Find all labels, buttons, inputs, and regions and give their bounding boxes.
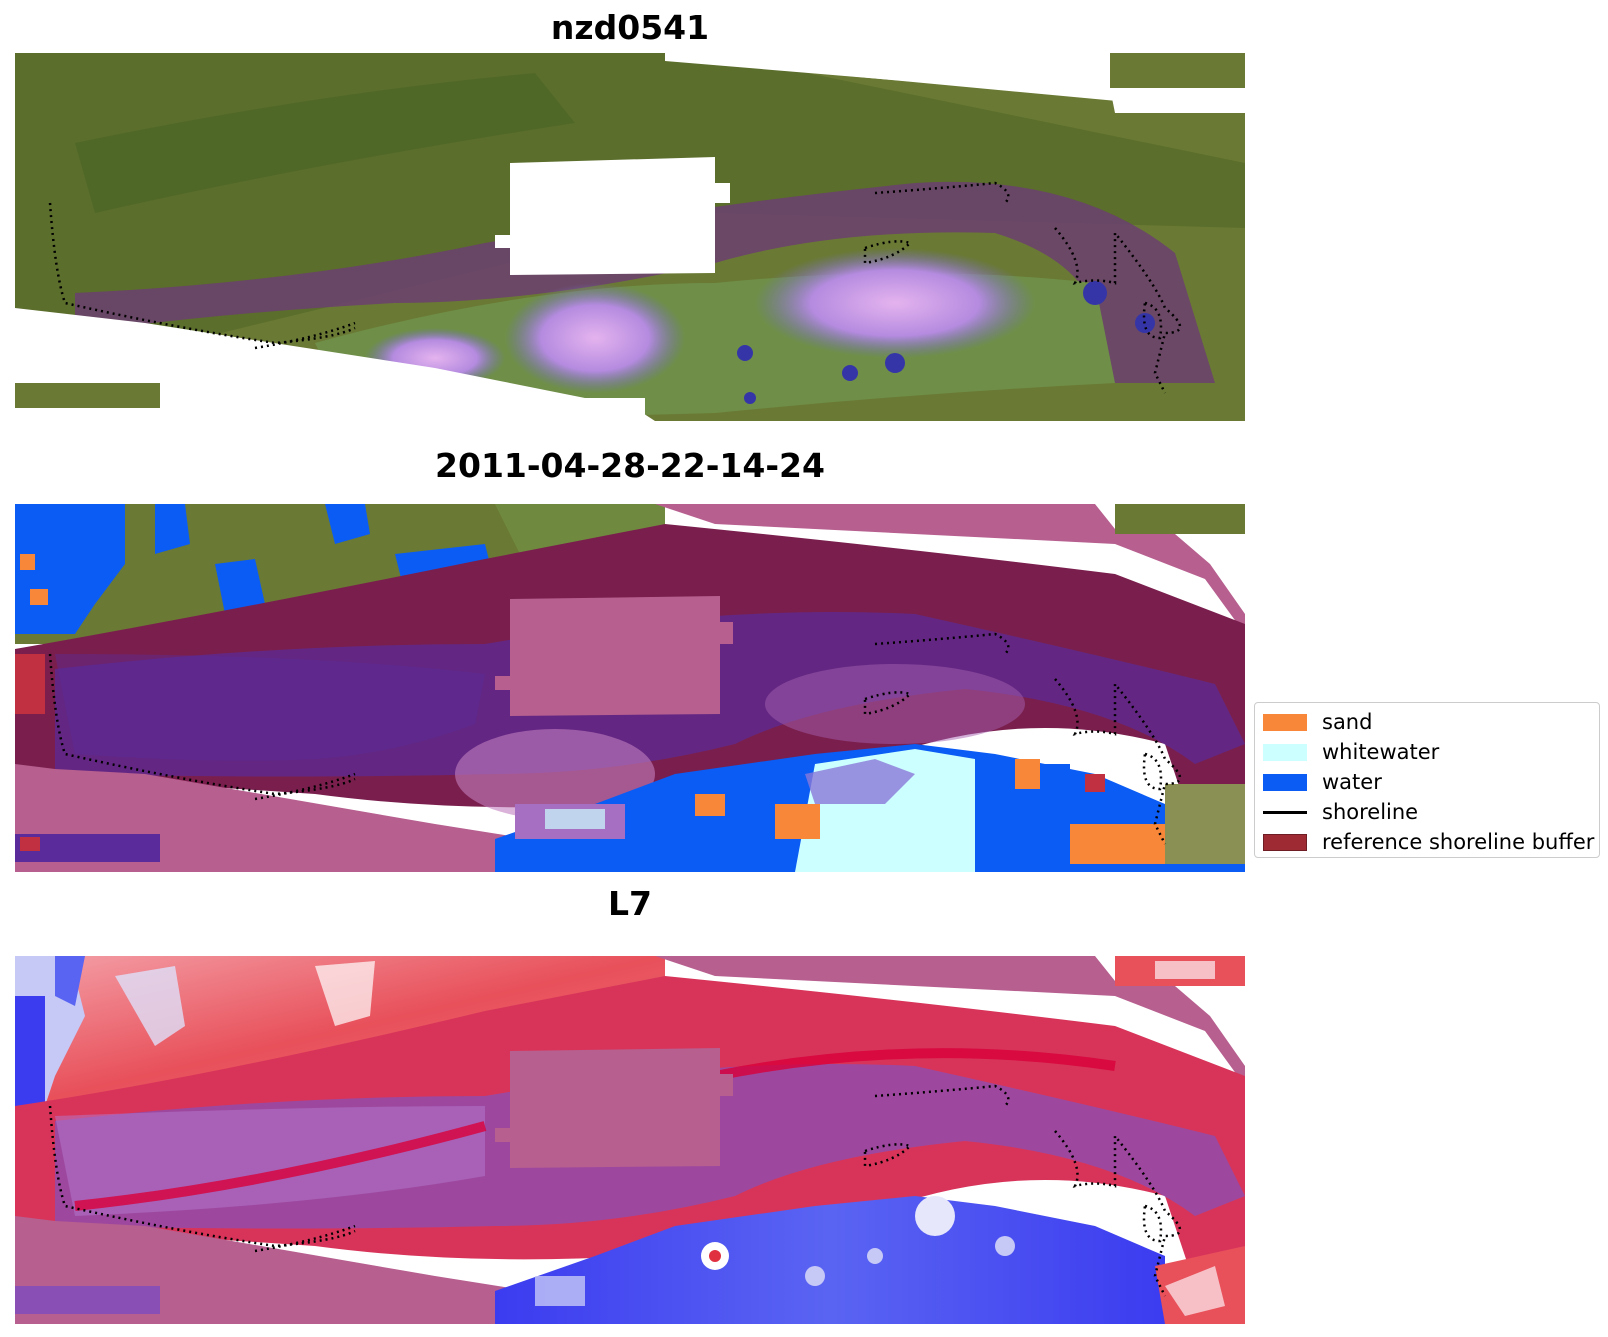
legend-line-shoreline [1263,810,1307,814]
legend-item-water: water [1255,767,1599,797]
legend-label-reference-buffer: reference shoreline buffer [1322,830,1595,854]
panel-title-classification: 2011-04-28-22-14-24 [435,446,825,485]
panel-title-satellite: L7 [608,884,652,923]
classification-image [15,504,1245,872]
legend-swatch-reference-buffer [1263,833,1307,851]
index-panel [15,956,1245,1324]
classification-panel [15,504,1245,872]
legend-label-shoreline: shoreline [1322,800,1419,824]
panel-title-rgb: nzd0541 [550,8,710,47]
classification-legend: sand whitewater water shoreline referenc… [1254,702,1600,858]
legend-item-reference-buffer: reference shoreline buffer [1255,827,1599,857]
legend-item-whitewater: whitewater [1255,737,1599,767]
legend-swatch-water [1263,773,1307,791]
legend-item-shoreline: shoreline [1255,797,1599,827]
legend-swatch-whitewater [1263,743,1307,761]
water-index-image [15,956,1245,1324]
legend-item-sand: sand [1255,707,1599,737]
legend-label-whitewater: whitewater [1322,740,1440,764]
legend-swatch-sand [1263,713,1307,731]
legend-label-water: water [1322,770,1382,794]
rgb-image-panel [15,53,1245,421]
legend-label-sand: sand [1322,710,1373,734]
rgb-satellite-image [15,53,1245,421]
